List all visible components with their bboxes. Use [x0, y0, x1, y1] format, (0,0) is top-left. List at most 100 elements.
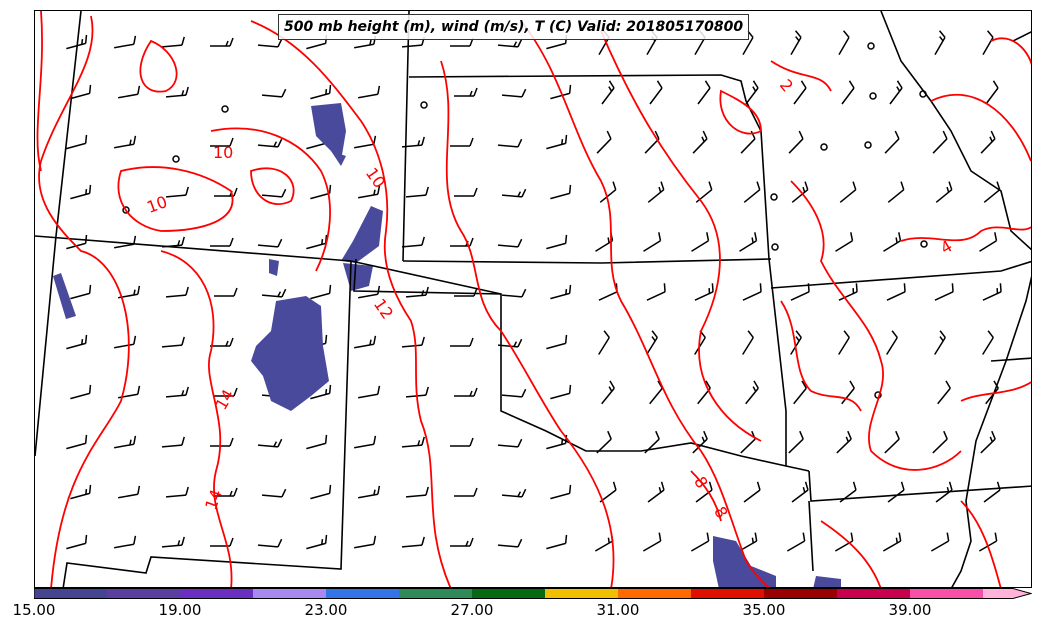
wind-barb-icon [214, 387, 238, 397]
wind-barb-icon [788, 130, 804, 154]
temperature-contour [719, 89, 762, 135]
wind-barb-icon [114, 335, 137, 349]
wind-barb-icon [601, 380, 615, 405]
wind-barb-icon [401, 436, 425, 448]
wind-barb-icon [501, 188, 527, 198]
state-border-line [402, 258, 772, 264]
wind-barb-icon [118, 85, 141, 99]
colorbar-outline [34, 588, 1032, 599]
contour-label: 12 [370, 295, 397, 323]
temperature-contour [210, 127, 331, 272]
wind-barb-icon [546, 334, 568, 350]
colorbar-tick-label: 15.00 [12, 601, 56, 619]
wind-barb-icon [985, 80, 999, 105]
wind-barb-icon [932, 430, 948, 454]
wind-barb-icon [165, 286, 189, 298]
plot-title: 500 mb height (m), wind (m/s), T (C) Val… [278, 14, 750, 40]
wind-barb-icon [691, 232, 710, 252]
wind-barb-icon [838, 30, 850, 56]
wind-barb-icon [793, 80, 807, 105]
wind-barb-icon [161, 336, 185, 348]
wind-barb-icon [980, 430, 996, 454]
wind-barb-icon [642, 532, 662, 552]
wind-barb-icon [165, 86, 189, 98]
wind-barb-icon [257, 138, 283, 148]
colorbar-segment [472, 588, 546, 599]
wind-barb-icon [405, 186, 429, 198]
wind-barb-icon [257, 38, 283, 48]
wind-barb-icon [66, 34, 88, 50]
wind-barb-icon [497, 138, 523, 148]
temperature-contour [250, 20, 452, 587]
wind-barb-icon [742, 283, 762, 301]
wind-barb-icon [114, 435, 137, 449]
wind-barb-icon [694, 330, 706, 355]
wind-barb-icon [644, 130, 660, 154]
temp-fill-area [713, 536, 776, 587]
wind-barb-icon [501, 388, 527, 398]
state-border-line [35, 235, 502, 295]
map-canvas: 10 10 10 12 14 14 8 8 4 2 [35, 11, 1031, 587]
calm-circle-icon [867, 42, 875, 50]
wind-barb-icon [835, 232, 854, 252]
contour-label: 10 [144, 192, 170, 217]
wind-barb-icon [501, 88, 527, 98]
wind-barb-icon [546, 234, 568, 250]
wind-barb-icon [261, 288, 287, 298]
wind-barb-icon [982, 30, 994, 56]
state-border-line [808, 500, 814, 572]
wind-barb-icon [354, 335, 377, 349]
colorbar-segment [253, 588, 327, 599]
state-border-line [808, 470, 1031, 502]
wind-barb-icon [310, 84, 332, 100]
wind-barb-icon [214, 287, 238, 297]
temperature-contour [690, 470, 722, 522]
wind-barb-icon [161, 236, 185, 248]
state-borders [35, 11, 1031, 587]
wind-barb-icon [550, 284, 572, 300]
wind-barb-icon [165, 486, 189, 498]
wind-barb-icon [118, 485, 141, 499]
temperature-contours [36, 11, 1031, 587]
wind-barb-icon [497, 238, 523, 248]
wind-barb-icon [983, 181, 1001, 203]
calm-circle-icon [820, 143, 828, 151]
temperature-contour [770, 60, 832, 92]
temperature-contour [36, 11, 43, 172]
wind-barb-icon [550, 84, 572, 100]
calm-circle-icon [864, 141, 872, 149]
temperature-contour [900, 226, 1031, 242]
wind-barb-icon [930, 532, 950, 552]
wind-barb-icon [883, 232, 902, 252]
wind-barb-icon [695, 181, 713, 203]
temperature-contour [780, 300, 862, 412]
temp-fill-area [251, 296, 329, 411]
wind-barb-icon [793, 380, 807, 405]
wind-barb-icon [745, 80, 759, 105]
colorbar-segment [764, 588, 838, 599]
temp-fill-area [269, 259, 279, 276]
wind-barb-icon [66, 534, 88, 550]
state-border-line [768, 258, 787, 466]
wind-barb-icon [114, 35, 137, 49]
wind-barb-icon [695, 481, 713, 503]
wind-barb-icon [790, 30, 802, 56]
contour-label: 2 [776, 75, 797, 95]
colorbar-segment [180, 588, 254, 599]
wind-barb-icon [937, 380, 951, 405]
wind-barb-icon [884, 430, 900, 454]
wind-barb-icon [114, 535, 137, 549]
temperature-contour [250, 167, 295, 206]
wind-barb-icon [70, 184, 92, 200]
colorbar-segment [983, 588, 1032, 599]
wind-barb-icon [935, 181, 953, 203]
temperature-contour [520, 20, 770, 587]
wind-barb-icon [257, 238, 283, 248]
state-border-line [353, 258, 810, 472]
wind-barb-icon [257, 438, 283, 448]
wind-barb-icon [310, 184, 332, 200]
wind-barb-icon [743, 481, 761, 503]
calm-circle-icon [221, 105, 229, 113]
wind-barb-icon [839, 181, 857, 203]
wind-barb-icon [889, 80, 903, 105]
